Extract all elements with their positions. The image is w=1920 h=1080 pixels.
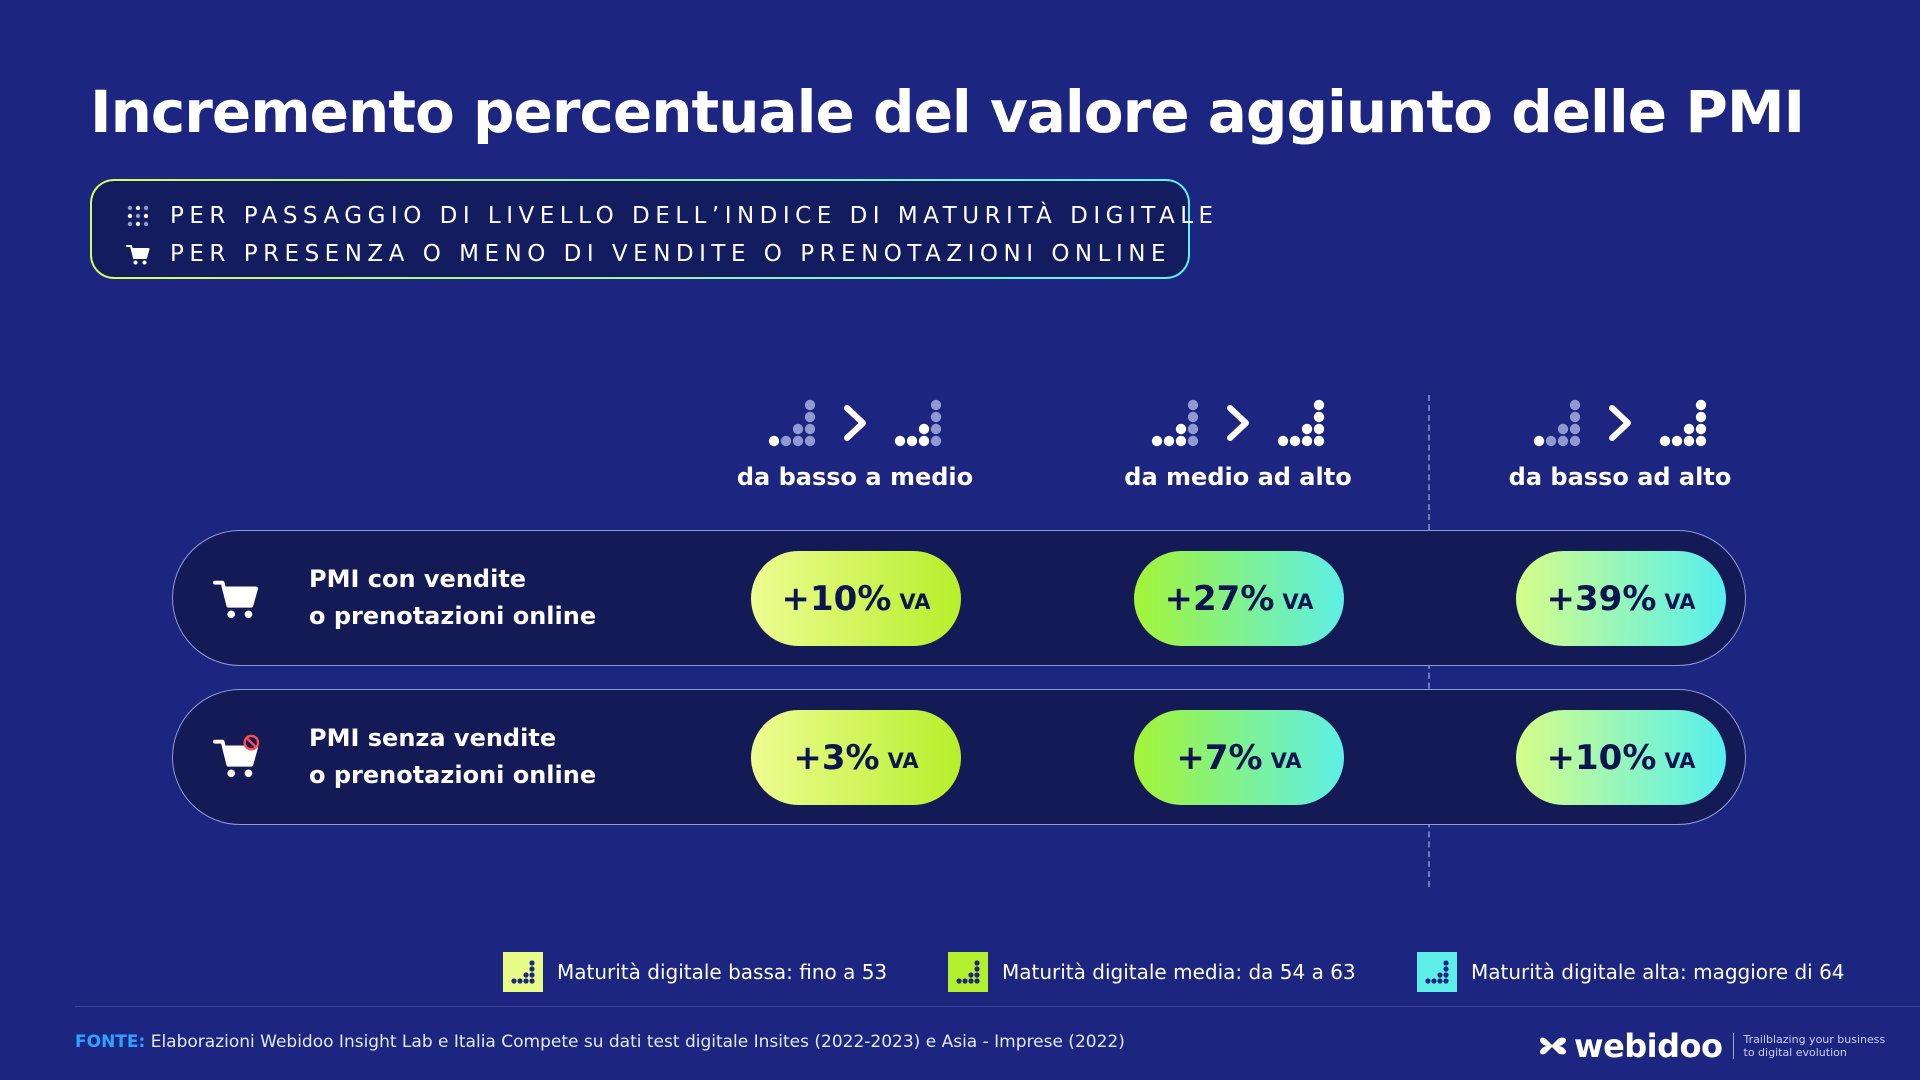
value-pill: +39% VA <box>1516 551 1726 646</box>
logo-tagline: Trailblazing your business to digital ev… <box>1744 1033 1886 1059</box>
row-label-line: o prenotazioni online <box>309 602 597 630</box>
logo-wordmark: webidoo <box>1574 1027 1723 1065</box>
logo-separator <box>1732 1033 1734 1059</box>
unit-label: VA <box>1664 589 1696 614</box>
column-header-medium-high: da medio ad alto <box>1088 395 1388 491</box>
unit-label: VA <box>1664 748 1696 773</box>
legend-label: Maturità digitale media: da 54 a 63 <box>1002 960 1356 984</box>
value-label: +10% <box>781 578 892 619</box>
cart-icon <box>126 242 150 266</box>
row-label-line: PMI senza vendite <box>309 724 557 752</box>
value-label: +39% <box>1546 578 1657 619</box>
unit-label: VA <box>1282 589 1314 614</box>
value-pill: +10% VA <box>751 551 961 646</box>
maturity-low-icon <box>1533 399 1581 447</box>
column-label: da basso ad alto <box>1508 463 1732 491</box>
footer-divider <box>75 1006 1920 1007</box>
source-label: FONTE: <box>75 1032 146 1052</box>
value-pill: +3% VA <box>751 710 961 805</box>
maturity-dots-icon <box>127 205 149 227</box>
subtitle-line-maturity: PER PASSAGGIO DI LIVELLO DELL’INDICE DI … <box>126 197 1213 235</box>
legend-swatch-medium-icon <box>948 952 988 992</box>
value-label: +10% <box>1546 737 1657 778</box>
maturity-low-icon <box>768 399 816 447</box>
page-title: Incremento percentuale del valore aggiun… <box>90 78 1805 146</box>
subtitle-box: PER PASSAGGIO DI LIVELLO DELL’INDICE DI … <box>90 179 1213 279</box>
value-label: +3% <box>793 737 880 778</box>
legend-item-medium: Maturità digitale media: da 54 a 63 <box>948 951 1356 993</box>
legend-item-high: Maturità digitale alta: maggiore di 64 <box>1417 951 1845 993</box>
chevron-right-icon <box>1605 403 1635 443</box>
legend-swatch-high-icon <box>1417 952 1457 992</box>
value-label: +7% <box>1176 737 1263 778</box>
tagline-line: to digital evolution <box>1743 1046 1847 1059</box>
column-label: da medio ad alto <box>1124 463 1352 491</box>
maturity-high-icon <box>1277 399 1325 447</box>
maturity-medium-icon <box>1151 399 1199 447</box>
value-pill: +7% VA <box>1134 710 1344 805</box>
webidoo-logo-icon <box>1540 1037 1566 1055</box>
legend-label: Maturità digitale alta: maggiore di 64 <box>1471 960 1845 984</box>
unit-label: VA <box>899 589 931 614</box>
column-header-low-medium: da basso a medio <box>705 395 1005 491</box>
source-text: Elaborazioni Webidoo Insight Lab e Itali… <box>150 1032 1125 1052</box>
subtitle-text-2: PER PRESENZA O MENO DI VENDITE O PRENOTA… <box>170 241 1171 267</box>
subtitle-line-sales: PER PRESENZA O MENO DI VENDITE O PRENOTA… <box>126 235 1188 273</box>
source-note: FONTE: Elaborazioni Webidoo Insight Lab … <box>75 1032 1125 1052</box>
unit-label: VA <box>887 748 919 773</box>
legend-swatch-low-icon <box>503 952 543 992</box>
webidoo-logo: webidoo Trailblazing your business to di… <box>1536 1024 1885 1068</box>
column-header-low-high: da basso ad alto <box>1470 395 1770 491</box>
tagline-line: Trailblazing your business <box>1743 1033 1886 1046</box>
table-row-with-online-sales: PMI con vendite o prenotazioni online +1… <box>172 530 1746 666</box>
table-row-without-online-sales: PMI senza vendite o prenotazioni online … <box>172 689 1746 825</box>
row-label: PMI senza vendite o prenotazioni online <box>309 720 596 794</box>
value-pill: +27% VA <box>1134 551 1344 646</box>
chevron-right-icon <box>1223 403 1253 443</box>
unit-label: VA <box>1270 748 1302 773</box>
maturity-medium-icon <box>894 399 942 447</box>
subtitle-text-1: PER PASSAGGIO DI LIVELLO DELL’INDICE DI … <box>170 203 1219 229</box>
row-label: PMI con vendite o prenotazioni online <box>309 561 596 635</box>
maturity-high-icon <box>1659 399 1707 447</box>
row-label-line: o prenotazioni online <box>309 761 597 789</box>
value-label: +27% <box>1164 578 1275 619</box>
legend-item-low: Maturità digitale bassa: fino a 53 <box>503 951 887 993</box>
value-pill: +10% VA <box>1516 710 1726 805</box>
legend-label: Maturità digitale bassa: fino a 53 <box>557 960 888 984</box>
cart-icon <box>213 575 259 621</box>
cart-blocked-icon <box>213 734 259 780</box>
row-label-line: PMI con vendite <box>309 565 527 593</box>
chevron-right-icon <box>840 403 870 443</box>
column-label: da basso a medio <box>736 463 974 491</box>
